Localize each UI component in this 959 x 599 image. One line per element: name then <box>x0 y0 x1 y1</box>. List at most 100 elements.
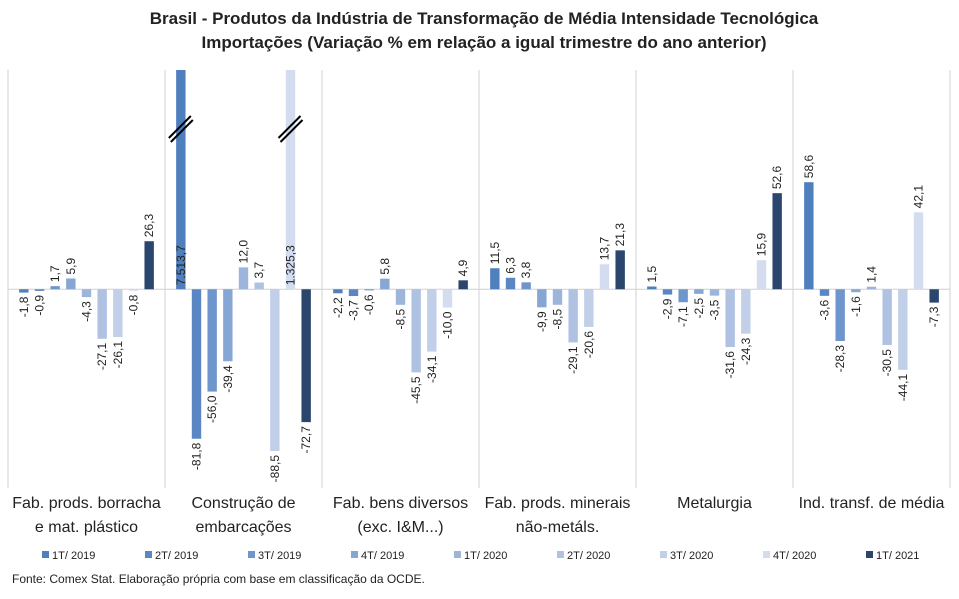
data-label: 26,3 <box>142 214 156 238</box>
bar <box>584 289 594 327</box>
x-tick-label: e mat. plástico <box>35 519 138 536</box>
legend-label: 3T/ 2020 <box>670 550 713 562</box>
bar <box>647 286 657 290</box>
bar <box>191 289 202 439</box>
data-label: -3,6 <box>818 300 832 321</box>
source: Fonte: Comex Stat. Elaboração própria co… <box>12 572 425 586</box>
data-label: -1,8 <box>17 296 31 317</box>
bar <box>490 268 500 290</box>
bar <box>552 289 563 305</box>
data-label: 5,8 <box>378 258 392 275</box>
bar <box>113 289 123 337</box>
data-label: -44,1 <box>896 374 910 402</box>
bar <box>756 260 767 290</box>
data-label: 7.513,7 <box>174 245 188 285</box>
bar <box>380 278 390 290</box>
bar <box>128 289 139 291</box>
bar <box>50 286 60 290</box>
legend-swatch <box>866 551 873 558</box>
bar <box>34 289 45 291</box>
data-label: -3,7 <box>347 300 361 321</box>
data-label: -88,5 <box>268 455 282 483</box>
bar <box>207 289 217 392</box>
legend-swatch <box>660 551 667 558</box>
x-tick-label: Ind. transf. de média <box>799 495 945 512</box>
x-tick-label: Metalurgia <box>677 495 752 512</box>
bar <box>678 289 688 303</box>
bar <box>804 182 814 290</box>
bar <box>694 289 704 294</box>
bar <box>662 289 673 295</box>
legend-swatch <box>248 551 255 558</box>
chart-title: Brasil - Produtos da Indústria de Transf… <box>150 9 819 28</box>
data-label: -8,5 <box>551 308 565 329</box>
data-label: -24,3 <box>739 337 753 365</box>
data-label: -0,8 <box>127 294 141 315</box>
legend-swatch <box>454 551 461 558</box>
bar <box>19 289 29 293</box>
data-label: -56,0 <box>205 395 219 423</box>
x-tick-label: (exc. I&M...) <box>357 519 443 536</box>
x-tick-label: Fab. prods. minerais <box>485 495 631 512</box>
bar <box>427 289 437 352</box>
data-label: -29,1 <box>566 346 580 374</box>
bar <box>254 282 264 290</box>
data-label: -1,6 <box>849 296 863 317</box>
legend-swatch <box>42 551 49 558</box>
x-tick-label: Construção de <box>191 495 295 512</box>
bar <box>882 289 892 346</box>
data-label: 21,3 <box>613 223 627 247</box>
bar <box>929 289 939 303</box>
bar <box>333 289 343 294</box>
data-label: -3,5 <box>708 299 722 320</box>
bar <box>709 289 720 296</box>
legend-label: 2T/ 2020 <box>567 550 610 562</box>
data-label: 1,4 <box>865 266 879 283</box>
data-label: -2,5 <box>692 298 706 319</box>
data-label: -34,1 <box>425 355 439 383</box>
legend-label: 2T/ 2019 <box>155 550 198 562</box>
legend-swatch <box>145 551 152 558</box>
bar <box>395 289 406 305</box>
bar <box>301 289 311 423</box>
axis-break <box>277 115 302 139</box>
x-tick-label: Fab. bens diversos <box>333 495 468 512</box>
data-label: 15,9 <box>755 233 769 257</box>
data-label: 5,9 <box>64 257 78 274</box>
chart-subtitle: Importações (Variação % em relação a igu… <box>202 33 767 52</box>
bar <box>537 289 547 308</box>
bar <box>442 289 453 308</box>
bar <box>364 289 374 291</box>
legend-label: 1T/ 2020 <box>464 550 507 562</box>
legend-swatch <box>351 551 358 558</box>
legend-label: 1T/ 2019 <box>52 550 95 562</box>
bar <box>521 282 531 290</box>
bar <box>725 289 735 348</box>
bar <box>238 267 249 290</box>
bar <box>348 289 359 297</box>
data-label: -4,3 <box>80 301 94 322</box>
bar <box>66 278 76 290</box>
bar <box>411 289 421 373</box>
data-label: 3,8 <box>519 261 533 278</box>
data-label: 1,7 <box>48 265 62 282</box>
data-label: -31,6 <box>723 351 737 379</box>
data-label: 1,5 <box>645 266 659 283</box>
bar <box>81 289 92 298</box>
bar <box>223 289 233 362</box>
data-label: -20,6 <box>582 331 596 359</box>
data-label: 3,7 <box>252 262 266 279</box>
data-label: -7,1 <box>676 306 690 327</box>
data-label: -2,9 <box>661 298 675 319</box>
legend-label: 3T/ 2019 <box>258 550 301 562</box>
data-label: -45,5 <box>409 376 423 404</box>
bar <box>458 280 468 290</box>
bar <box>144 241 154 290</box>
bar <box>568 289 578 343</box>
bar <box>913 212 924 290</box>
legend-swatch <box>763 551 770 558</box>
data-label: -9,9 <box>535 311 549 332</box>
bar <box>599 264 610 290</box>
data-label: -30,5 <box>880 349 894 377</box>
data-label: -39,4 <box>221 365 235 393</box>
